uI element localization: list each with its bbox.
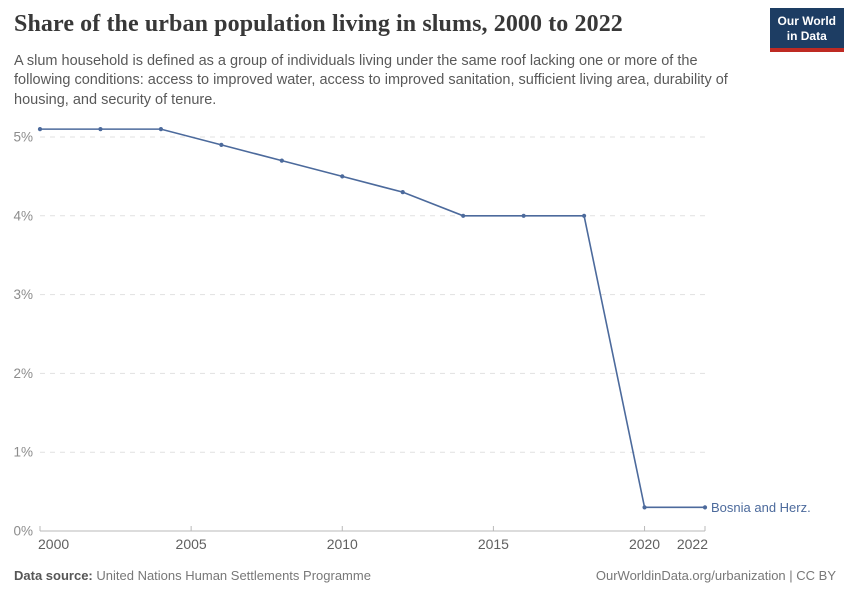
- y-tick-label: 1%: [13, 445, 33, 460]
- data-source: Data source: United Nations Human Settle…: [14, 568, 371, 583]
- y-axis-labels: 0% 1% 2% 3% 4% 5%: [13, 130, 33, 539]
- series-label-bosnia-and-herz[interactable]: Bosnia and Herz.: [711, 500, 811, 515]
- x-tick-label: 2020: [629, 536, 660, 552]
- x-tick-label: 2005: [176, 536, 207, 552]
- x-tick-label: 2022: [677, 536, 708, 552]
- data-point-marker[interactable]: [279, 158, 284, 163]
- owid-logo: Our World in Data: [769, 8, 844, 53]
- series-markers[interactable]: [37, 127, 708, 510]
- data-point-marker[interactable]: [219, 142, 224, 147]
- y-gridlines: [40, 136, 705, 453]
- page-title: Share of the urban population living in …: [14, 11, 623, 37]
- data-point-marker[interactable]: [158, 127, 164, 132]
- owid-logo-line2: in Data: [786, 28, 827, 43]
- y-tick-label: 2%: [13, 366, 33, 381]
- data-point-marker[interactable]: [581, 213, 587, 218]
- data-point-marker[interactable]: [37, 127, 43, 132]
- data-point-marker[interactable]: [98, 127, 103, 132]
- data-point-marker[interactable]: [702, 505, 708, 510]
- chart-subtitle: A slum household is defined as a group o…: [14, 53, 728, 108]
- y-tick-label: 5%: [13, 130, 33, 145]
- y-tick-label: 0%: [13, 524, 33, 539]
- chart-footer: Data source: United Nations Human Settle…: [14, 568, 836, 583]
- data-point-marker[interactable]: [521, 213, 526, 218]
- x-tick-label: 2000: [38, 536, 69, 552]
- data-source-label: Data source:: [14, 568, 93, 583]
- credit-link[interactable]: OurWorldinData.org/urbanization | CC BY: [595, 568, 836, 583]
- y-tick-label: 4%: [13, 208, 33, 223]
- series-line-bosnia-and-herz[interactable]: [40, 128, 705, 509]
- x-tick-label: 2010: [327, 536, 358, 552]
- x-axis: 2000 2005 2010 2015 2020 2022: [38, 526, 708, 552]
- data-source-value: United Nations Human Settlements Program…: [96, 568, 371, 583]
- y-tick-label: 3%: [13, 287, 33, 302]
- data-point-marker[interactable]: [461, 213, 466, 218]
- x-tick-label: 2015: [478, 536, 509, 552]
- data-point-marker[interactable]: [400, 190, 405, 195]
- data-point-marker[interactable]: [340, 174, 345, 179]
- data-point-marker[interactable]: [642, 505, 647, 510]
- owid-logo-line1: Our World: [777, 14, 836, 28]
